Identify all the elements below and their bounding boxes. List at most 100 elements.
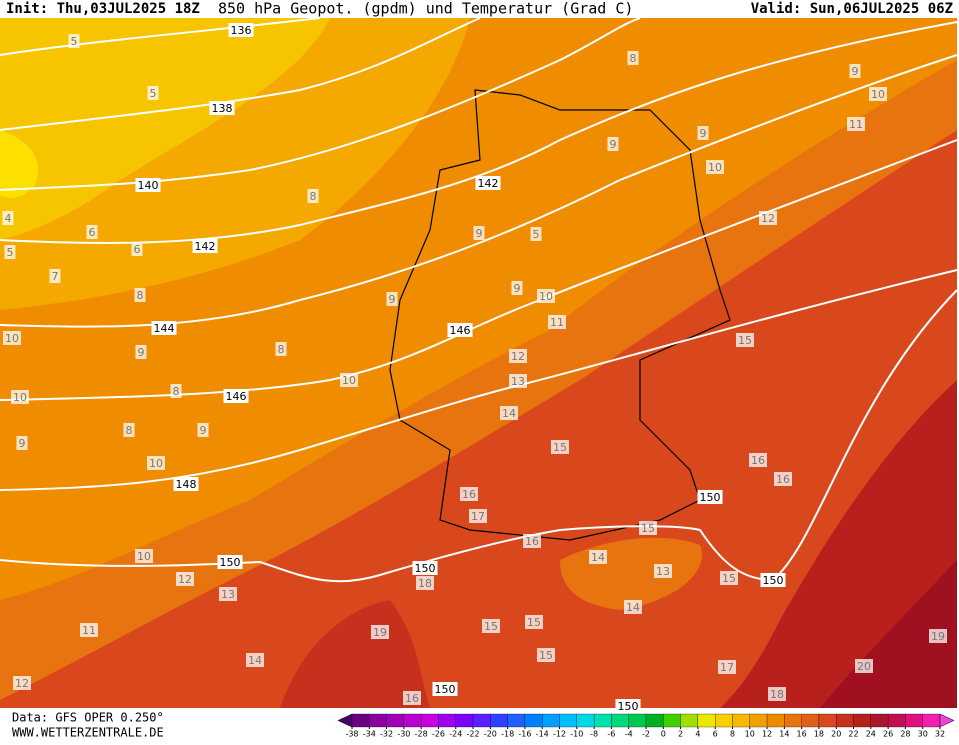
temperature-label-box xyxy=(49,269,61,283)
temperature-label: 12 xyxy=(761,212,775,225)
temperature-label-box xyxy=(197,423,209,437)
colorbar-box xyxy=(507,713,526,728)
colorbar-box xyxy=(403,713,422,728)
colorbar: -38 -34 -32 -30 -28 -26 -24 -22 -20 -18 -16 -14 -12-… xyxy=(337,713,955,739)
temperature-label: 12 xyxy=(15,677,29,690)
colorbar-tick-label: 28 xyxy=(900,730,910,739)
colorbar-box xyxy=(386,713,405,728)
colorbar-tick-label: -4 xyxy=(625,730,633,739)
geopotential-label: 142 xyxy=(478,177,499,190)
colorbar-box xyxy=(680,713,699,728)
temperature-label: 16 xyxy=(525,535,539,548)
colorbar-box xyxy=(697,713,716,728)
temperature-label: 15 xyxy=(641,522,655,535)
geopotential-label-box xyxy=(192,239,218,253)
temperature-label: 8 xyxy=(137,289,144,302)
colorbar-tick-label: 24 xyxy=(866,730,876,739)
temperature-label: 6 xyxy=(134,243,141,256)
colorbar-box xyxy=(663,713,681,728)
temperature-label: 14 xyxy=(591,551,605,564)
temperature-label-box xyxy=(849,64,861,78)
temperature-label-box xyxy=(627,51,639,65)
temperature-label-box xyxy=(537,289,555,303)
colorbar-box xyxy=(455,713,474,728)
geopotential-label: 150 xyxy=(763,574,784,587)
header-bar xyxy=(0,0,959,18)
temperature-label-box xyxy=(473,226,485,240)
temperature-label-box xyxy=(68,34,80,48)
temperature-label-box xyxy=(123,423,135,437)
temperature-label: 12 xyxy=(511,350,525,363)
temperature-label-box xyxy=(654,564,672,578)
colorbar-box xyxy=(628,713,647,728)
temperature-label: 9 xyxy=(200,424,207,437)
colorbar-tick-label: 22 xyxy=(848,730,858,739)
temperature-label: 9 xyxy=(514,282,521,295)
contour xyxy=(0,269,958,491)
geopotential-label: 144 xyxy=(154,322,175,335)
geopotential-label: 150 xyxy=(618,700,639,713)
colorbar-tick-label: -12 xyxy=(553,730,566,739)
temperature-label-box xyxy=(340,373,358,387)
temperature-label: 18 xyxy=(770,688,784,701)
temperature-label-box xyxy=(135,345,147,359)
geopotential-label-box xyxy=(223,389,249,403)
data-source: Data: GFS OPER 0.250° xyxy=(12,711,164,725)
temperature-label: 6 xyxy=(89,226,96,239)
temperature-label-box xyxy=(720,571,738,585)
temperature-label: 15 xyxy=(527,616,541,629)
temperature-label-box xyxy=(307,189,319,203)
temperature-label: 11 xyxy=(550,316,564,329)
colorbar-box xyxy=(472,713,491,728)
geopotential-label: 150 xyxy=(435,683,456,696)
colorbar-tick-label: -32 xyxy=(380,730,393,739)
temperature-label: 13 xyxy=(656,565,670,578)
colorbar-tick-label: -18 xyxy=(501,730,514,739)
temperature-label-box xyxy=(847,117,865,131)
temperature-label: 8 xyxy=(630,52,637,65)
colorbar-box xyxy=(801,713,820,728)
geopotential-label: 146 xyxy=(450,324,471,337)
temperature-label: 16 xyxy=(405,692,419,705)
geopotential-label-box xyxy=(209,101,235,115)
geopotential-label-box xyxy=(697,490,723,504)
temperature-label-box xyxy=(469,509,487,523)
temperature-label: 16 xyxy=(462,488,476,501)
colorbar-tick-label: 14 xyxy=(779,730,789,739)
colorbar-tick-label: -26 xyxy=(432,730,445,739)
temperature-label-box xyxy=(511,281,523,295)
geopotential-label: 150 xyxy=(220,556,241,569)
temperature-label: 10 xyxy=(708,161,722,174)
init-time: Init: Thu,03JUL2025 18Z xyxy=(6,1,200,17)
colorbar-box xyxy=(905,713,923,728)
temperature-label-box xyxy=(774,472,792,486)
colorbar-tick-label: 18 xyxy=(814,730,824,739)
temperature-label: 19 xyxy=(373,626,387,639)
colorbar-box xyxy=(351,713,370,728)
temperature-label: 10 xyxy=(13,391,27,404)
temperature-label: 16 xyxy=(776,473,790,486)
colorbar-tick-label: -20 xyxy=(484,730,497,739)
temperature-label-box xyxy=(639,521,657,535)
temperature-label: 9 xyxy=(610,138,617,151)
colorbar-tick-label: 10 xyxy=(745,730,755,739)
temperature-label: 15 xyxy=(539,649,553,662)
temperature-label: 5 xyxy=(150,87,157,100)
temperature-label-box xyxy=(13,676,31,690)
colorbar-tick-label: -16 xyxy=(518,730,531,739)
colorbar-box xyxy=(593,713,612,728)
geopotential-label: 146 xyxy=(226,390,247,403)
geopotential-label-box xyxy=(432,682,458,696)
geopotential-label: 140 xyxy=(138,179,159,192)
temperature-label-box xyxy=(537,648,555,662)
temperature-label-box xyxy=(416,576,434,590)
geopotential-label-box xyxy=(217,555,243,569)
geopotential-label-box xyxy=(447,323,473,337)
colorbar-box xyxy=(836,713,854,728)
contour xyxy=(0,17,641,191)
temperature-label-box xyxy=(530,227,542,241)
temperature-label-box xyxy=(759,211,777,225)
temperature-label-box xyxy=(460,487,478,501)
